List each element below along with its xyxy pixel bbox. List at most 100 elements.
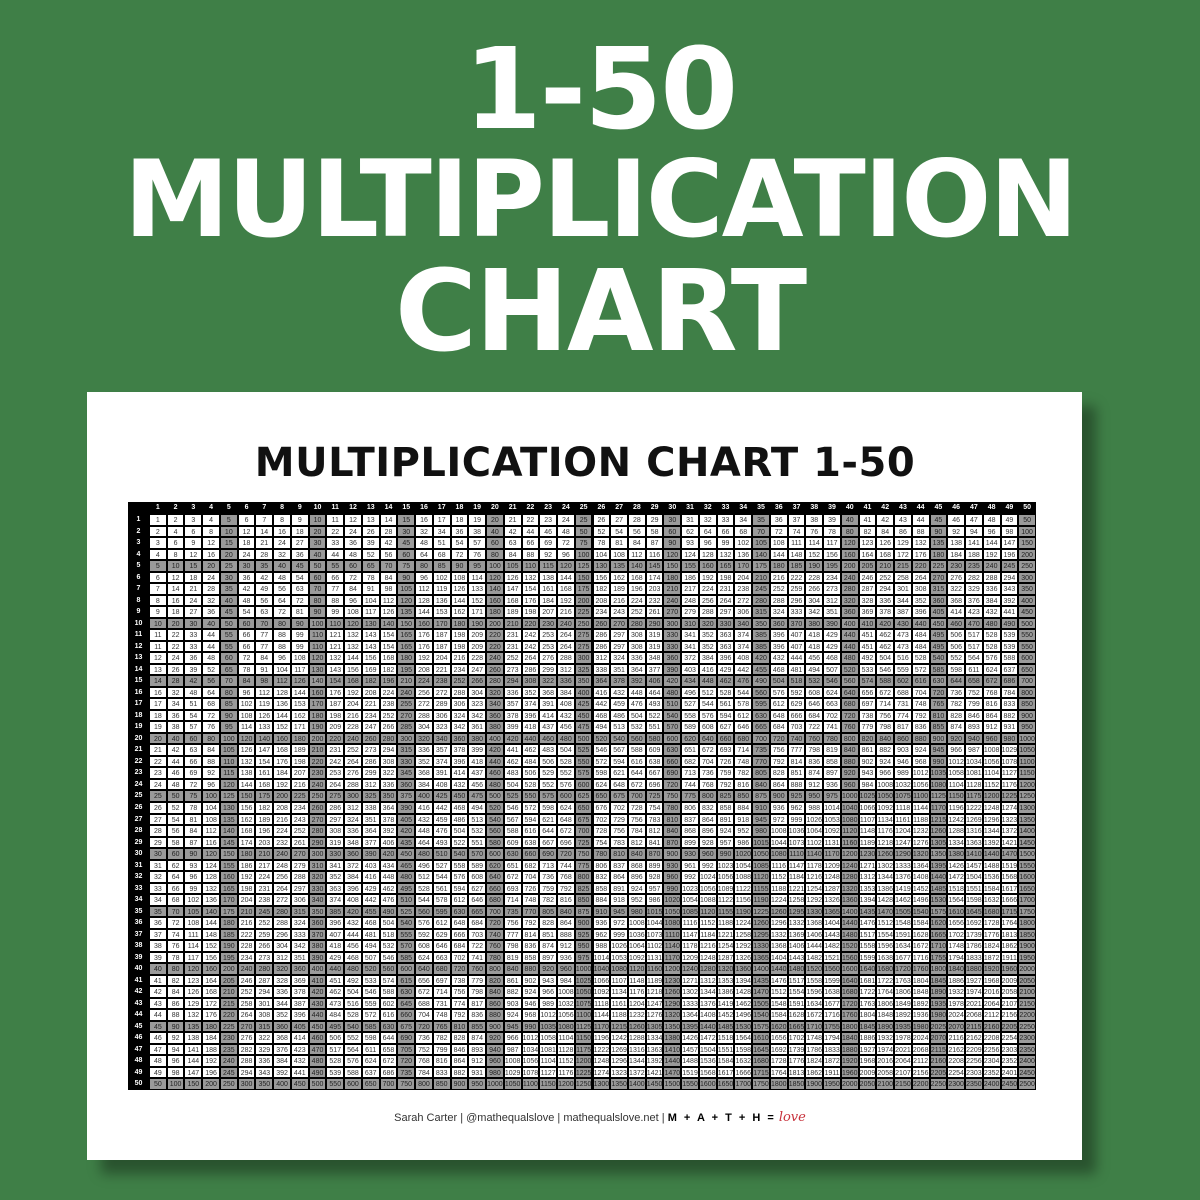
footer-separator: | [557, 1112, 561, 1124]
table-cell: 1178 [681, 940, 699, 952]
footer-handle: @mathequalslove [466, 1112, 555, 1124]
table-cell: 748 [521, 894, 540, 906]
table-cell: 40 [486, 525, 504, 538]
table-cell: 529 [539, 767, 557, 779]
table-cell: 561 [716, 698, 735, 710]
table-cell: 29 [149, 836, 167, 849]
table-cell: 21 [184, 583, 203, 595]
table-cell: 342 [290, 940, 309, 952]
table-cell: 1120 [698, 905, 717, 918]
table-cell: 945 [610, 905, 628, 918]
table-cell: 288 [698, 606, 717, 618]
table-cell: 814 [521, 928, 540, 941]
table-cell: 630 [663, 744, 682, 756]
table-cell: 42 [237, 583, 256, 595]
table-cell: 112 [379, 594, 398, 607]
table-cell: 13 [361, 514, 380, 526]
table-cell: 578 [432, 894, 451, 906]
table-cell: 80 [308, 594, 327, 607]
table-cell: 66 [326, 571, 345, 584]
table-cell: 1056 [716, 871, 735, 883]
table-cell: 441 [1000, 606, 1019, 618]
table-cell: 1935 [894, 1020, 912, 1033]
table-cell: 588 [876, 675, 895, 687]
table-cell: 120 [663, 548, 682, 561]
table-cell: 290 [308, 836, 327, 849]
table-cell: 690 [539, 848, 557, 860]
table-cell: 990 [716, 848, 735, 860]
table-cell: 144 [202, 917, 220, 929]
table-cell: 406 [379, 836, 398, 849]
table-cell: 396 [716, 652, 735, 664]
table-cell: 1410 [965, 848, 983, 860]
table-cell: 196 [379, 675, 398, 687]
table-cell: 880 [521, 963, 540, 975]
table-cell: 126 [379, 606, 398, 618]
table-cell: 1800 [1018, 917, 1036, 929]
table-cell: 114 [237, 721, 256, 733]
table-cell: 1435 [752, 974, 770, 987]
table-cell: 1078 [521, 1066, 540, 1079]
table-cell: 1216 [805, 871, 824, 883]
table-cell: 456 [805, 652, 824, 664]
table-cell: 1540 [911, 905, 930, 918]
table-cell: 646 [468, 894, 487, 906]
table-cell: 432 [982, 606, 1001, 618]
column-header: 20 [491, 504, 499, 511]
table-cell: 784 [1000, 686, 1019, 699]
table-cell: 740 [787, 732, 806, 745]
table-cell: 174 [237, 836, 256, 849]
table-cell: 357 [503, 698, 522, 710]
table-cell: 782 [734, 767, 753, 779]
table-cell: 308 [255, 1009, 274, 1021]
table-cell: 10 [308, 514, 327, 526]
table-cell: 288 [237, 1055, 256, 1067]
table-cell: 258 [237, 997, 256, 1010]
table-cell: 63 [290, 583, 309, 595]
table-cell: 500 [486, 790, 504, 802]
table-cell: 1536 [982, 871, 1001, 883]
table-cell: 294 [237, 1066, 256, 1079]
table-cell: 987 [965, 744, 983, 756]
table-cell: 165 [716, 560, 735, 572]
footer-author: Sarah Carter [394, 1112, 458, 1124]
table-cell: 176 [521, 594, 540, 607]
table-cell: 310 [681, 617, 699, 630]
table-cell: 855 [929, 721, 948, 733]
column-header: 6 [244, 504, 249, 511]
table-cell: 378 [503, 709, 522, 722]
table-cell: 1292 [805, 894, 824, 906]
table-cell: 360 [344, 848, 362, 860]
table-cell: 264 [716, 594, 735, 607]
table-cell: 680 [486, 894, 504, 906]
table-cell: 1085 [681, 905, 699, 918]
table-cell: 1288 [947, 825, 966, 837]
row-label: 3 [136, 539, 141, 547]
table-cell: 559 [894, 663, 912, 676]
table-cell: 1739 [787, 1043, 806, 1056]
table-cell: 96 [184, 871, 203, 883]
table-cell: 1599 [858, 951, 877, 964]
table-cell: 1360 [734, 963, 753, 975]
table-cell: 364 [379, 802, 398, 814]
table-cell: 184 [202, 1032, 220, 1044]
table-cell: 897 [823, 767, 841, 779]
table-cell: 539 [1000, 640, 1019, 653]
table-cell: 300 [397, 732, 416, 745]
table-cell: 1034 [965, 755, 983, 768]
table-cell: 585 [361, 1020, 380, 1033]
table-cell: 870 [645, 848, 664, 860]
table-cell: 105 [752, 537, 770, 549]
table-cell: 35 [149, 905, 167, 918]
table-cell: 42 [379, 537, 398, 549]
table-cell: 216 [557, 606, 575, 618]
table-cell: 1722 [876, 974, 895, 987]
table-cell: 510 [663, 698, 682, 710]
table-cell: 96 [557, 548, 575, 561]
table-cell: 81 [610, 537, 628, 549]
table-cell: 1248 [592, 1055, 611, 1067]
multiplication-table: 1 2 3 4 5 6 7 8 9 10 11 12 13 14 15 16 17 18 19 20 21 22 23 24 2… [128, 502, 1036, 1090]
table-cell: 1334 [947, 836, 966, 849]
table-cell: 2 [166, 514, 185, 526]
table-cell: 286 [521, 663, 540, 676]
